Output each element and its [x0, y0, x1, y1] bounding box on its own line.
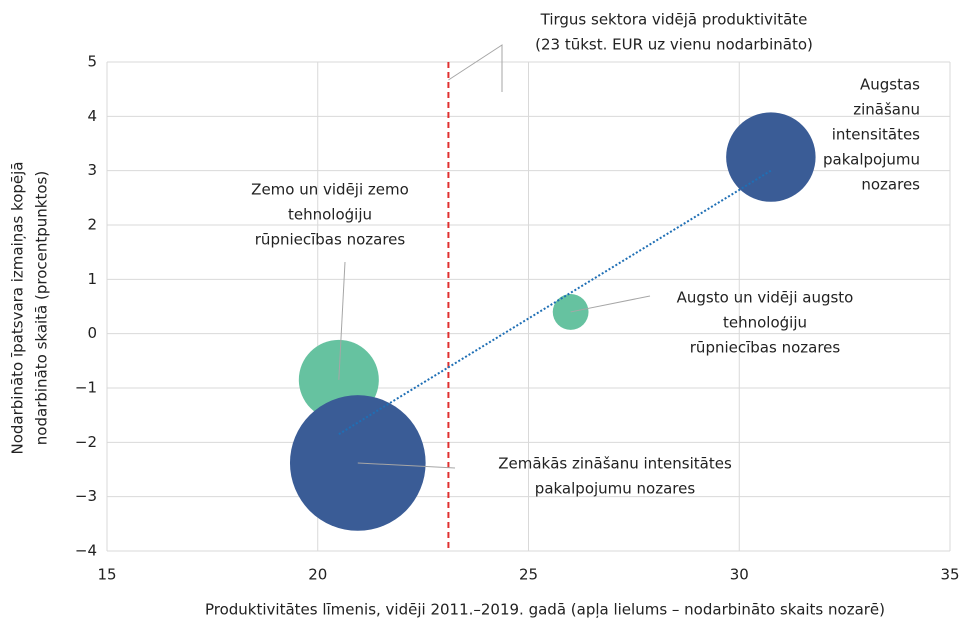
y-tick-label: −4 [75, 542, 97, 560]
x-tick-label: 25 [519, 566, 538, 584]
y-tick-label: 2 [87, 216, 97, 234]
bubble-label: nozares [861, 176, 920, 194]
y-tick-label: −2 [75, 433, 97, 451]
bubble-label: Augsto un vidēji augsto [677, 289, 854, 307]
y-tick-label: 4 [87, 107, 97, 125]
y-axis-title: Nodarbināto īpatsvara izmaiņas kopējā [9, 162, 27, 455]
bubble-label: zināšanu [853, 101, 920, 119]
y-axis-title: nodarbināto skaitā (procentpunktos) [33, 171, 51, 445]
leader-line [570, 295, 651, 313]
trendline [338, 169, 772, 436]
reference-label: Tirgus sektora vidējā produktivitāte [540, 11, 808, 29]
y-tick-label: −1 [75, 379, 97, 397]
y-tick-label: 0 [87, 324, 97, 342]
y-tick-label: 3 [87, 161, 97, 179]
leader-line [357, 462, 456, 469]
x-tick-label: 30 [730, 566, 749, 584]
bubble-label: tehnoloģiju [288, 206, 372, 224]
bubble-label: pakalpojumu [823, 151, 920, 169]
x-tick-label: 15 [97, 566, 116, 584]
bubble-label: Zemākās zināšanu intensitātes [498, 455, 732, 473]
leader-line [448, 44, 503, 92]
y-tick-label: 1 [87, 270, 97, 288]
bubble-label: tehnoloģiju [723, 314, 807, 332]
x-axis-title: Produktivitātes līmenis, vidēji 2011.–20… [205, 601, 885, 619]
y-tick-label: −3 [75, 487, 97, 505]
bubble [726, 112, 816, 202]
leader-line [338, 261, 346, 380]
x-tick-label: 35 [940, 566, 959, 584]
bubble-label: Augstas [860, 76, 920, 94]
bubble-label: rūpniecības nozares [690, 339, 841, 357]
bubble-label: rūpniecības nozares [255, 231, 406, 249]
bubble-label: Zemo un vidēji zemo [251, 181, 409, 199]
reference-label: (23 tūkst. EUR uz vienu nodarbināto) [535, 36, 813, 54]
bubble-label: intensitātes [832, 126, 920, 144]
y-tick-label: 5 [87, 53, 97, 71]
x-tick-label: 20 [308, 566, 327, 584]
bubble-label: pakalpojumu nozares [535, 480, 696, 498]
